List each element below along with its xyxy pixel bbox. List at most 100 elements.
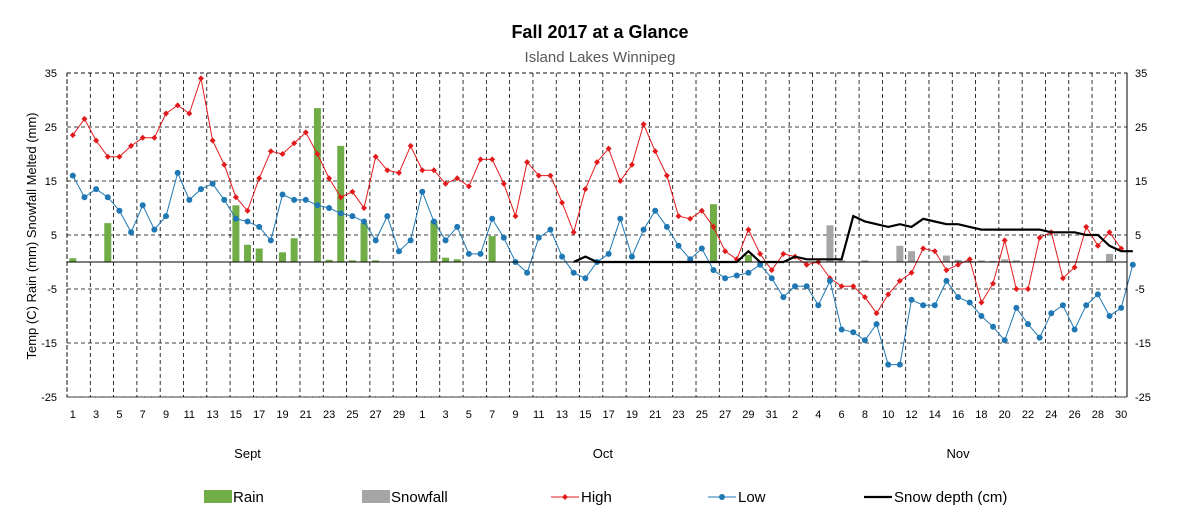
x-tick-label: 21 (649, 409, 661, 421)
x-tick-label: 17 (253, 409, 265, 421)
x-tick-label: 15 (230, 409, 242, 421)
snowfall-bar (977, 260, 985, 262)
high-point (931, 248, 938, 255)
low-point (1048, 310, 1055, 317)
high-point (174, 102, 181, 109)
low-point (128, 229, 135, 236)
low-point (465, 250, 472, 257)
high-point (314, 151, 321, 157)
rain-bar (290, 238, 298, 262)
snowfall-bar (908, 251, 916, 262)
x-tick-label: 20 (999, 409, 1011, 421)
low-point (757, 261, 764, 268)
x-tick-label: 19 (276, 409, 288, 421)
low-point (559, 253, 566, 260)
low-point (116, 207, 123, 214)
high-point (419, 167, 426, 174)
x-tick-label: 8 (862, 409, 868, 421)
high-point (955, 261, 962, 268)
y-tick-label-left: 15 (45, 176, 57, 188)
high-point (291, 140, 298, 147)
x-tick-label: 4 (815, 409, 821, 421)
legend-label-rain: Rain (233, 489, 264, 506)
snowfall-bar (989, 260, 997, 262)
low-point (547, 226, 554, 233)
rain-bar (744, 254, 752, 262)
snow-depth-line (573, 214, 1133, 264)
low-point (896, 361, 903, 368)
low-point (1059, 302, 1066, 309)
x-tick-label: 28 (1092, 409, 1104, 421)
x-tick-label: 25 (696, 409, 708, 421)
low-point (267, 237, 274, 244)
high-point (267, 148, 274, 155)
low-point (873, 321, 880, 328)
low-point (687, 256, 694, 263)
rain-bar (232, 205, 240, 262)
low-point (990, 323, 997, 330)
bar-marks (69, 108, 1114, 262)
y-tick-label-left: 5 (51, 230, 57, 242)
x-tick-label: 26 (1068, 409, 1080, 421)
rain-bar (69, 258, 77, 262)
low-point (780, 294, 787, 301)
low-point (1118, 304, 1125, 311)
high-point (279, 151, 286, 157)
high-point (1071, 264, 1078, 271)
low-point (733, 272, 740, 279)
low-point (349, 213, 356, 220)
x-tick-label: 11 (184, 409, 195, 421)
low-point (617, 215, 624, 222)
high-point (395, 169, 402, 176)
rain-bar (709, 204, 717, 262)
high-point (186, 110, 193, 117)
high-point (617, 178, 624, 184)
y-tick-label-left: -25 (41, 392, 57, 404)
low-point (69, 172, 76, 179)
high-point (1083, 223, 1090, 230)
chart-subtitle: Island Lakes Winnipeg (525, 49, 676, 66)
low-point (221, 196, 228, 203)
low-point (943, 277, 950, 284)
high-point (93, 137, 100, 144)
y-tick-label-right: -25 (1135, 392, 1151, 404)
high-point (745, 226, 752, 233)
x-tick-label: 13 (556, 409, 568, 421)
high-point (838, 283, 845, 290)
high-point (442, 180, 449, 187)
low-point (326, 205, 333, 211)
high-point (326, 175, 333, 182)
legend-label-low: Low (738, 489, 766, 506)
high-point (349, 188, 356, 195)
rain-bar (255, 248, 263, 262)
x-tick-label: 13 (206, 409, 218, 421)
high-point (850, 283, 857, 290)
snowfall-bar (1001, 259, 1009, 262)
low-point (395, 248, 402, 255)
high-point (582, 186, 589, 193)
snowfall-bar (954, 259, 962, 262)
low-point (174, 169, 181, 176)
y-tick-label-left: 25 (45, 122, 57, 134)
low-point (477, 250, 484, 257)
high-point (81, 115, 88, 122)
low-point (197, 186, 204, 193)
x-tick-label: 5 (466, 409, 472, 421)
low-point (745, 269, 752, 276)
low-point (652, 207, 659, 214)
x-tick-label: 3 (443, 409, 449, 421)
y-tick-label-left: -5 (47, 284, 57, 296)
snowfall-bar (838, 260, 846, 262)
high-point (232, 194, 239, 201)
x-tick-label: 15 (579, 409, 591, 421)
low-point (803, 283, 810, 290)
high-point (337, 194, 344, 201)
high-point (361, 205, 368, 211)
y-tick-label-left: -15 (41, 338, 57, 350)
low-point (430, 218, 437, 225)
snowfall-bar (942, 255, 950, 262)
high-point (559, 199, 566, 206)
high-point (896, 277, 903, 284)
low-point (978, 313, 985, 319)
